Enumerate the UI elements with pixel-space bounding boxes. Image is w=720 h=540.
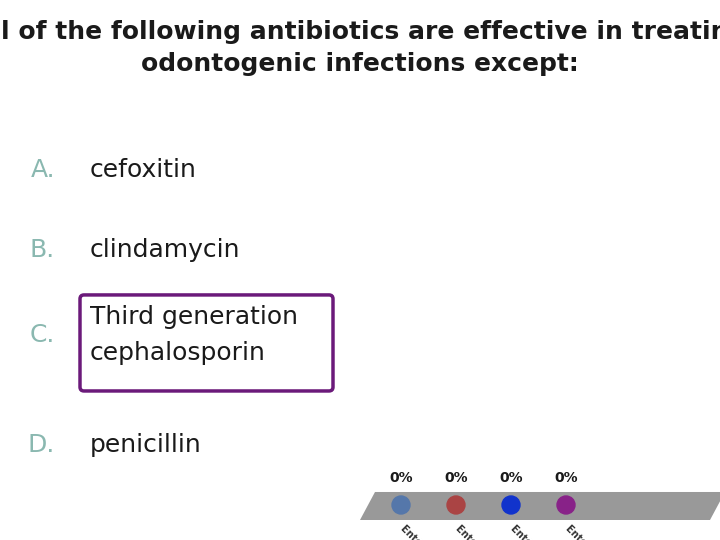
Polygon shape (360, 492, 720, 520)
Text: Enter answer text...: Enter answer text... (454, 523, 539, 540)
Text: Enter answer text...: Enter answer text... (399, 523, 484, 540)
Text: A.: A. (30, 158, 55, 182)
Text: Enter answer text...: Enter answer text... (509, 523, 593, 540)
Text: D.: D. (27, 433, 55, 457)
Circle shape (557, 496, 575, 514)
Circle shape (502, 496, 520, 514)
Text: penicillin: penicillin (90, 433, 202, 457)
Text: C.: C. (30, 323, 55, 347)
Text: clindamycin: clindamycin (90, 238, 240, 262)
Text: 0%: 0% (499, 471, 523, 485)
Text: All of the following antibiotics are effective in treating
odontogenic infection: All of the following antibiotics are eff… (0, 19, 720, 76)
Circle shape (447, 496, 465, 514)
Circle shape (392, 496, 410, 514)
Text: cefoxitin: cefoxitin (90, 158, 197, 182)
Text: B.: B. (30, 238, 55, 262)
Text: Enter answer text...: Enter answer text... (564, 523, 649, 540)
Text: 0%: 0% (554, 471, 578, 485)
Text: 0%: 0% (444, 471, 468, 485)
Text: Third generation
cephalosporin: Third generation cephalosporin (90, 305, 298, 364)
Text: 0%: 0% (390, 471, 413, 485)
